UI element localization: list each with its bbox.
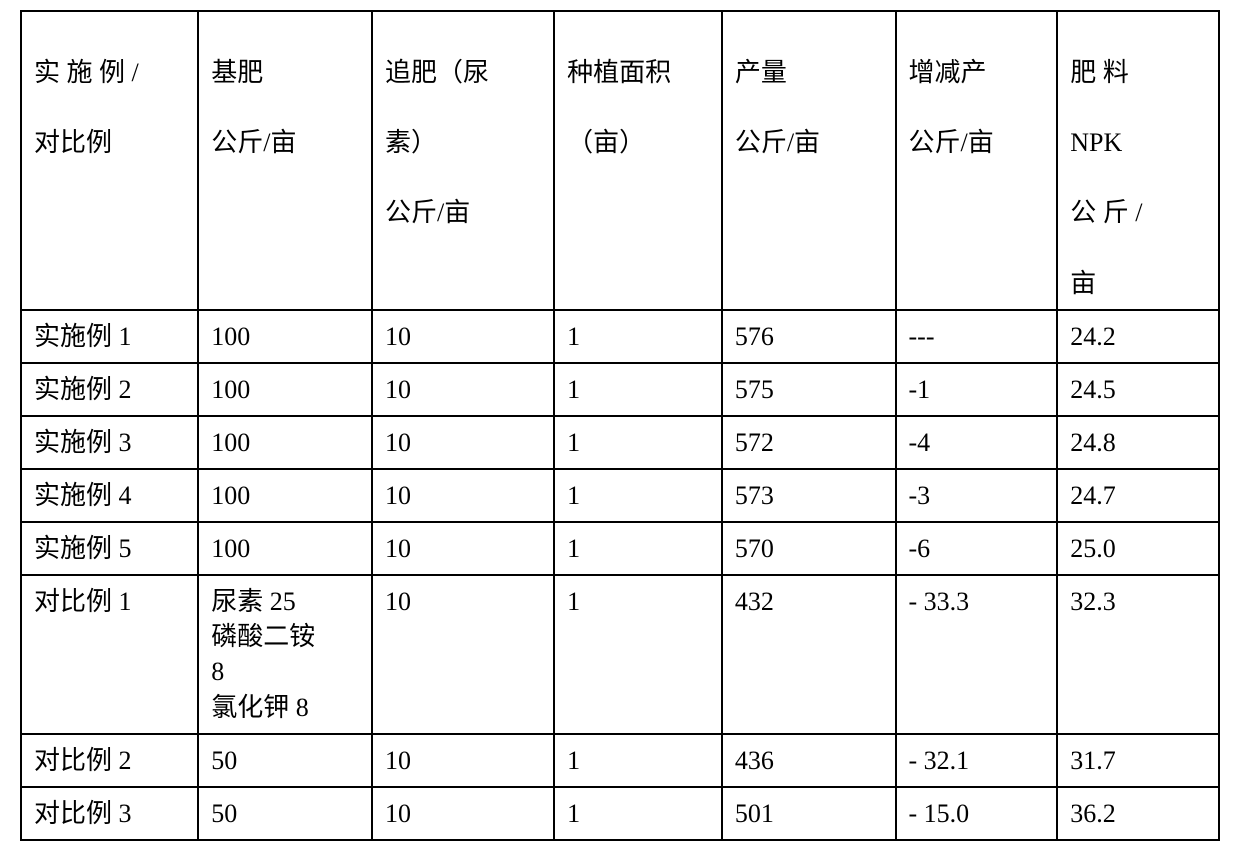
table-cell: 对比例 1 [21,575,198,733]
col-header-area: 种植面积 （亩） [554,11,722,310]
table-cell: 1 [554,787,722,840]
table-cell: 24.8 [1057,416,1219,469]
table-cell: 10 [372,787,554,840]
table-cell: 436 [722,734,896,787]
table-cell: 10 [372,469,554,522]
table-cell: - 33.3 [896,575,1058,733]
col-header-topdress: 追肥（尿 素） 公斤/亩 [372,11,554,310]
table-cell: 100 [198,363,372,416]
table-cell: 24.7 [1057,469,1219,522]
table-cell: 31.7 [1057,734,1219,787]
table-cell: 36.2 [1057,787,1219,840]
table-cell: -4 [896,416,1058,469]
table-cell: 10 [372,575,554,733]
table-cell: 实施例 1 [21,310,198,363]
table-cell: 1 [554,310,722,363]
table-cell: 1 [554,363,722,416]
table-cell: 1 [554,469,722,522]
table-cell: 100 [198,416,372,469]
table-row: 对比例 1尿素 25 磷酸二铵 8 氯化钾 8101432- 33.332.3 [21,575,1219,733]
table-cell: 573 [722,469,896,522]
table-cell: 576 [722,310,896,363]
table-cell: -6 [896,522,1058,575]
col-header-text: 公斤/亩 [211,128,296,157]
col-header-text: 实 施 例 / [34,58,139,87]
col-header-text: 产量 [735,58,787,87]
col-header-text: 增减产 [909,58,987,87]
table-cell: 实施例 3 [21,416,198,469]
table-cell: 50 [198,734,372,787]
col-header-text: 公 斤 / [1070,198,1142,227]
col-header-text: 素） [385,128,437,157]
table-cell: 501 [722,787,896,840]
col-header-yield: 产量 公斤/亩 [722,11,896,310]
table-cell: 100 [198,522,372,575]
table-cell: 对比例 3 [21,787,198,840]
table-row: 对比例 250101436- 32.131.7 [21,734,1219,787]
table-row: 实施例 3100101572-424.8 [21,416,1219,469]
table-cell: -3 [896,469,1058,522]
table-cell: --- [896,310,1058,363]
table-body: 实 施 例 / 对比例 基肥 公斤/亩 追肥（尿 素） 公斤/亩 种植面积 （亩… [21,11,1219,840]
table-cell: 24.5 [1057,363,1219,416]
table-cell: - 15.0 [896,787,1058,840]
data-table: 实 施 例 / 对比例 基肥 公斤/亩 追肥（尿 素） 公斤/亩 种植面积 （亩… [20,10,1220,841]
table-cell: 100 [198,469,372,522]
col-header-change: 增减产 公斤/亩 [896,11,1058,310]
col-header-text: 基肥 [211,58,263,87]
table-cell: 32.3 [1057,575,1219,733]
col-header-text: 公斤/亩 [909,128,994,157]
table-row: 实施例 5100101570-625.0 [21,522,1219,575]
col-header-text: （亩） [567,128,645,157]
table-cell: 25.0 [1057,522,1219,575]
table-header-row: 实 施 例 / 对比例 基肥 公斤/亩 追肥（尿 素） 公斤/亩 种植面积 （亩… [21,11,1219,310]
table-cell: 575 [722,363,896,416]
col-header-text: 亩 [1070,269,1096,298]
table-cell: 432 [722,575,896,733]
table-cell: 1 [554,416,722,469]
col-header-text: 公斤/亩 [385,198,470,227]
col-header-text: 对比例 [34,128,112,157]
table-cell: 10 [372,310,554,363]
table-cell: 实施例 4 [21,469,198,522]
col-header-text: 公斤/亩 [735,128,820,157]
table-cell: 实施例 5 [21,522,198,575]
table-cell: 50 [198,787,372,840]
table-cell: 10 [372,522,554,575]
table-cell: 570 [722,522,896,575]
col-header-text: 种植面积 [567,58,671,87]
table-cell: 100 [198,310,372,363]
table-row: 实施例 1100101576---24.2 [21,310,1219,363]
table-cell: 1 [554,522,722,575]
table-cell: -1 [896,363,1058,416]
table-cell: - 32.1 [896,734,1058,787]
page-container: 实 施 例 / 对比例 基肥 公斤/亩 追肥（尿 素） 公斤/亩 种植面积 （亩… [0,0,1240,688]
table-cell: 10 [372,363,554,416]
table-row: 实施例 4100101573-324.7 [21,469,1219,522]
table-row: 对比例 350101501- 15.036.2 [21,787,1219,840]
table-row: 实施例 2100101575-124.5 [21,363,1219,416]
table-cell: 1 [554,734,722,787]
table-cell: 10 [372,416,554,469]
col-header-text: 肥 料 [1070,58,1129,87]
col-header-npk: 肥 料 NPK 公 斤 / 亩 [1057,11,1219,310]
table-cell: 1 [554,575,722,733]
table-cell: 尿素 25 磷酸二铵 8 氯化钾 8 [198,575,372,733]
col-header-text: 追肥（尿 [385,58,489,87]
col-header-example: 实 施 例 / 对比例 [21,11,198,310]
table-cell: 10 [372,734,554,787]
col-header-text: NPK [1070,128,1122,157]
table-cell: 对比例 2 [21,734,198,787]
table-cell: 实施例 2 [21,363,198,416]
table-cell: 24.2 [1057,310,1219,363]
col-header-base-fert: 基肥 公斤/亩 [198,11,372,310]
table-cell: 572 [722,416,896,469]
